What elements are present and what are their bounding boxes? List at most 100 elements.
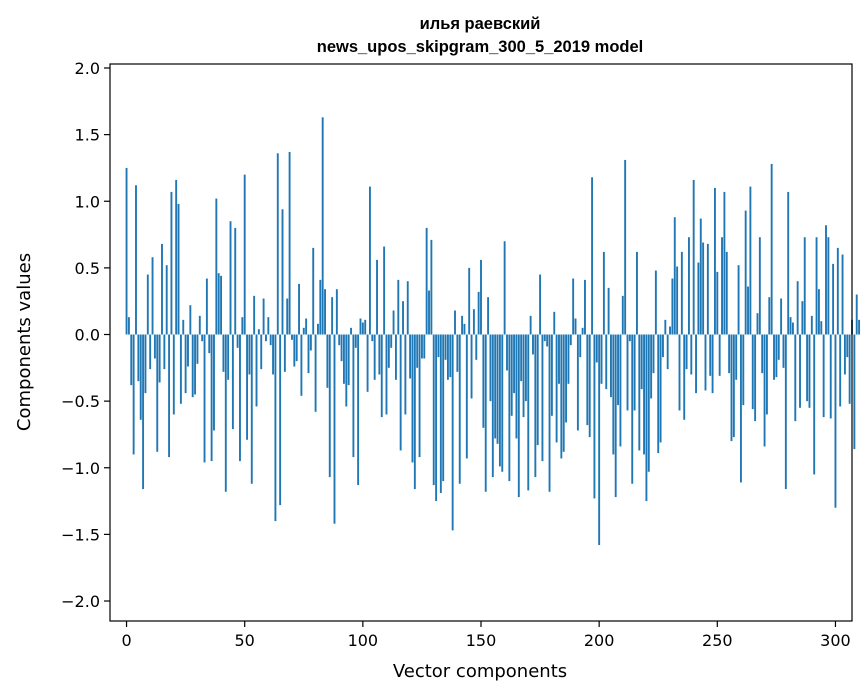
bar-299: [832, 263, 835, 335]
bar-12: [153, 334, 156, 359]
bar-113: [392, 310, 395, 335]
bar-133: [439, 334, 442, 494]
bar-89: [335, 289, 338, 335]
bar-20: [172, 334, 175, 415]
bar-126: [423, 334, 426, 359]
bar-74: [300, 334, 303, 396]
bar-66: [281, 209, 284, 335]
bar-82: [319, 279, 322, 335]
bar-165: [515, 334, 518, 439]
bar-62: [272, 334, 274, 375]
bar-251: [718, 334, 721, 376]
bar-105: [373, 334, 376, 380]
bar-214: [631, 334, 634, 484]
bar-283: [794, 334, 797, 422]
bar-241: [695, 334, 697, 394]
bar-131: [435, 334, 438, 502]
bar-250: [716, 271, 719, 335]
bar-63: [274, 334, 277, 522]
bar-45: [231, 334, 234, 430]
bar-293: [817, 289, 820, 335]
bar-92: [342, 334, 345, 384]
bar-184: [560, 334, 563, 459]
y-tick-label: 0.0: [75, 326, 100, 345]
bar-166: [517, 334, 520, 498]
bar-257: [732, 334, 735, 438]
bar-272: [768, 297, 771, 335]
bar-196: [588, 334, 591, 438]
bar-125: [420, 334, 423, 359]
bar-36: [210, 334, 213, 462]
bar-76: [305, 318, 308, 335]
bar-308: [853, 334, 856, 450]
bar-107: [378, 334, 381, 375]
bar-179: [548, 334, 551, 492]
bar-199: [595, 334, 598, 363]
bar-9: [146, 274, 149, 335]
bar-310: [858, 319, 861, 335]
bar-204: [607, 287, 610, 335]
bar-300: [834, 334, 837, 508]
bar-279: [784, 334, 787, 490]
bar-8: [144, 334, 147, 394]
bar-77: [307, 334, 310, 374]
bar-249: [713, 187, 716, 335]
bar-264: [749, 186, 752, 335]
bar-100: [361, 322, 364, 335]
bar-111: [387, 334, 390, 368]
bar-104: [371, 334, 374, 342]
bar-48: [239, 334, 241, 462]
bar-180: [550, 334, 553, 416]
bar-115: [397, 279, 400, 335]
bar-70: [291, 334, 293, 340]
bar-168: [522, 334, 525, 418]
plot-frame: [109, 63, 853, 622]
bar-51: [246, 334, 249, 440]
bar-0: [125, 167, 128, 335]
bar-134: [442, 334, 445, 482]
bar-192: [579, 334, 582, 358]
bar-132: [437, 334, 440, 358]
bar-32: [201, 334, 204, 342]
bar-181: [553, 311, 556, 335]
bar-243: [699, 218, 702, 335]
bar-226: [659, 334, 662, 443]
bar-287: [803, 237, 806, 335]
y-tick-label: 0.5: [75, 259, 100, 278]
bar-240: [692, 179, 695, 335]
bar-276: [777, 334, 780, 360]
y-ticks: 2.0 1.5 1.0 0.5 0.0 −0.5 −1.0 −1.5 −2.0: [61, 59, 110, 611]
bar-93: [345, 334, 348, 407]
bar-7: [142, 334, 145, 490]
bar-17: [165, 265, 168, 335]
x-axis-label: Vector components: [393, 661, 567, 682]
bar-242: [697, 262, 700, 335]
bar-206: [612, 334, 615, 455]
bar-227: [662, 334, 664, 358]
bar-294: [820, 321, 823, 335]
bar-39: [217, 273, 220, 335]
bar-128: [428, 290, 430, 335]
bar-285: [799, 334, 801, 408]
bar-31: [198, 315, 201, 335]
bar-27: [189, 305, 192, 335]
bar-69: [288, 151, 291, 335]
bar-231: [671, 278, 674, 335]
bar-138: [451, 334, 454, 531]
bar-188: [569, 334, 572, 346]
bar-136: [446, 334, 449, 380]
bar-306: [848, 334, 851, 404]
bar-141: [458, 334, 461, 484]
bar-203: [605, 334, 608, 390]
bar-152: [484, 334, 487, 492]
bar-233: [676, 266, 679, 335]
bar-16: [163, 334, 166, 370]
bar-209: [619, 334, 622, 447]
bar-259: [737, 265, 740, 335]
bar-102: [366, 334, 369, 392]
bar-258: [735, 334, 738, 380]
bar-83: [321, 117, 324, 335]
chart-title-line-1: илья раевский: [420, 15, 541, 33]
bar-151: [482, 334, 485, 428]
bar-247: [709, 334, 712, 376]
